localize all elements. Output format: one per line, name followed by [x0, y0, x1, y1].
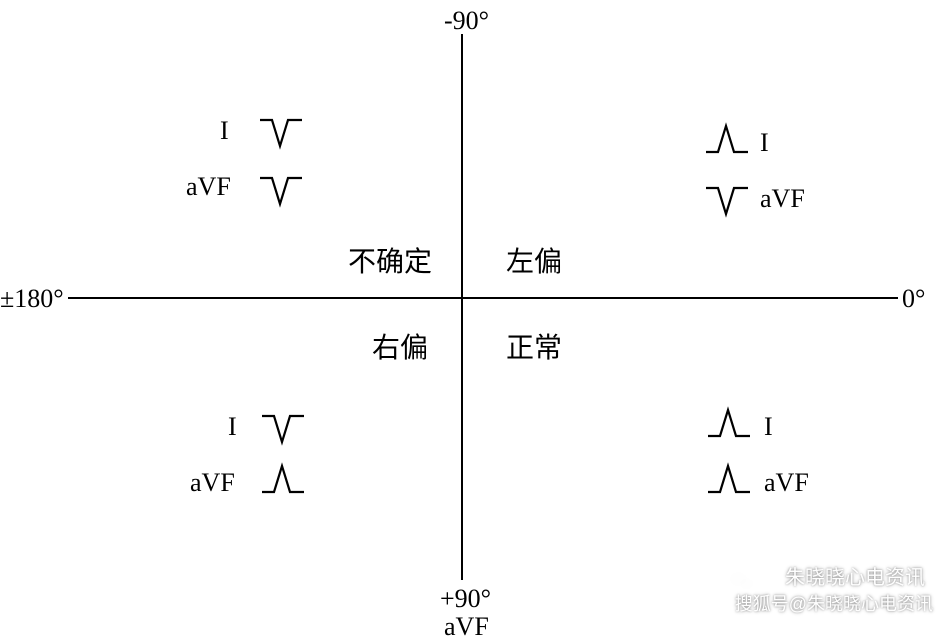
axis-label-bottom: +90°	[440, 584, 491, 614]
axis-diagram: -90° +90° aVF ±180° 0° 不确定 左偏 右偏 正常 I aV…	[0, 0, 945, 634]
wave-bl-i	[260, 406, 306, 446]
axes-svg	[0, 0, 945, 634]
quadrant-label-indeterminate: 不确定	[348, 240, 432, 280]
lead-label-tl-avf: aVF	[186, 172, 231, 202]
lead-label-bl-avf: aVF	[190, 468, 235, 498]
wave-br-i	[706, 406, 752, 446]
wave-bl-avf	[260, 462, 306, 502]
watermark-line-1: 朱晓晓心电资讯	[785, 561, 925, 590]
lead-label-tl-i: I	[220, 116, 229, 146]
quadrant-label-right-deviation: 右偏	[372, 326, 428, 366]
axis-label-top: -90°	[444, 6, 489, 36]
axis-label-bottom-avf: aVF	[444, 612, 489, 642]
wave-tl-avf	[258, 168, 304, 208]
lead-label-tr-i: I	[760, 128, 769, 158]
wave-tr-avf	[704, 178, 750, 218]
lead-label-br-avf: aVF	[764, 468, 809, 498]
lead-label-tr-avf: aVF	[760, 184, 805, 214]
wechat-icon	[729, 570, 755, 592]
axis-label-right: 0°	[902, 284, 925, 314]
lead-label-br-i: I	[764, 412, 773, 442]
wave-tr-i	[704, 122, 750, 162]
axis-label-left: ±180°	[0, 284, 64, 314]
quadrant-label-normal: 正常	[506, 326, 562, 366]
quadrant-label-left-deviation: 左偏	[506, 240, 562, 280]
wave-br-avf	[706, 462, 752, 502]
watermark-line-2: 搜狐号@朱晓晓心电资讯	[735, 590, 933, 616]
wave-tl-i	[258, 110, 304, 150]
lead-label-bl-i: I	[228, 412, 237, 442]
